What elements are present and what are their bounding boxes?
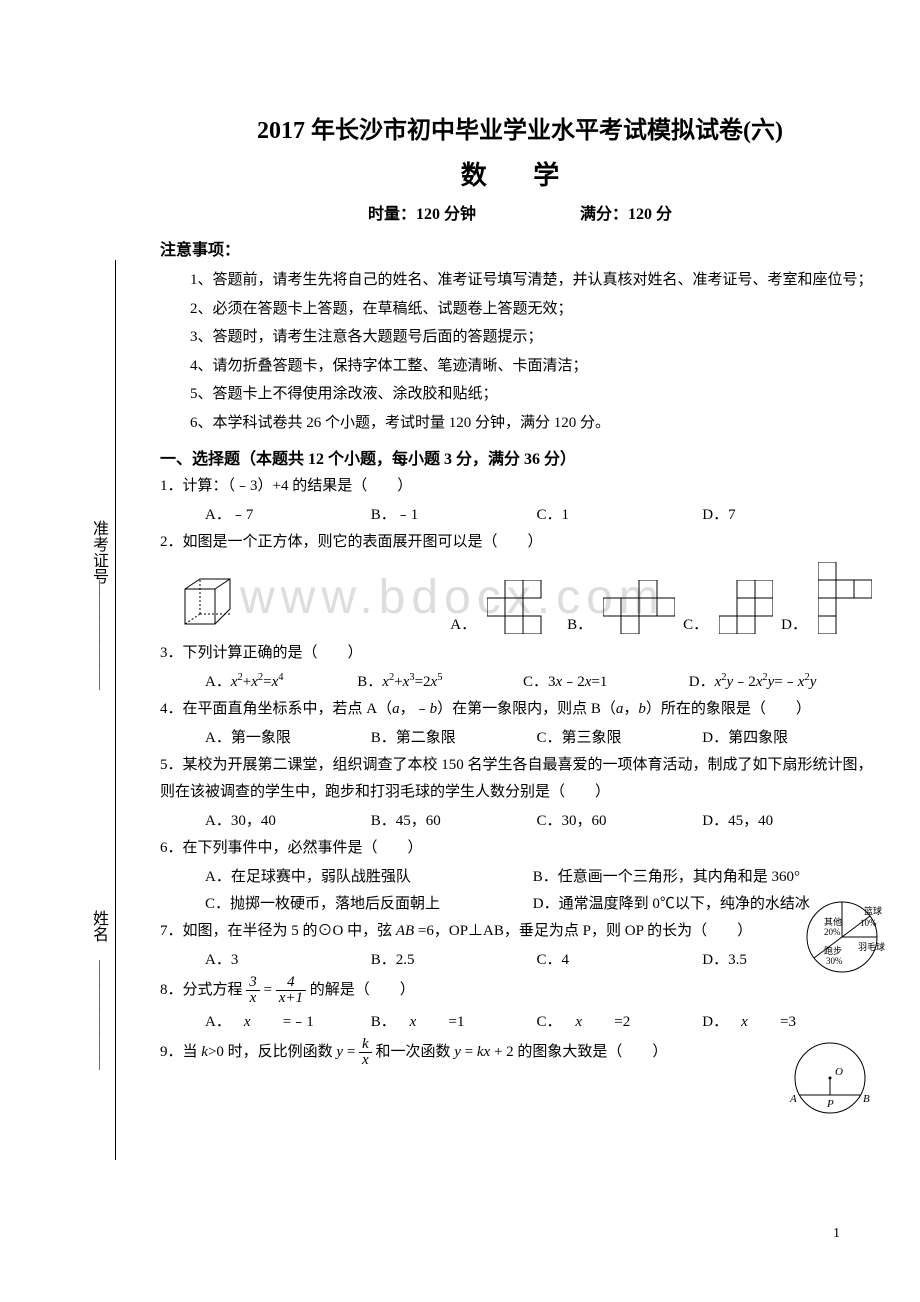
q8-opt-b: B．x=1 — [371, 1009, 533, 1036]
duration-text: 时量：120 分钟 — [368, 206, 476, 223]
svg-text:20%: 20% — [824, 927, 841, 937]
svg-text:P: P — [826, 1098, 834, 1110]
q2-stem: 2．如图是一个正方体，则它的表面展开图可以是（ ） — [160, 529, 880, 556]
q7-options: A．3 B．2.5 C．4 D．3.5 — [160, 947, 880, 974]
svg-text:10%: 10% — [860, 918, 877, 928]
notice-4: 4、请勿折叠答题卡，保持字体工整、笔迹清晰、卡面清洁； — [160, 352, 880, 381]
q6-options-row1: A．在足球赛中，弱队战胜强队 B．任意画一个三角形，其内角和是 360° — [160, 864, 880, 891]
sidebar-id-line: ＿＿＿＿＿＿＿＿＿ — [94, 580, 114, 688]
notice-2: 2、必须在答题卡上答题，在草稿纸、试题卷上答题无效； — [160, 295, 880, 324]
q4-opt-c: C．第三象限 — [537, 725, 699, 752]
q5-options: A．30，40 B．45，60 C．30，60 D．45，40 — [160, 808, 880, 835]
svg-text:B: B — [863, 1093, 870, 1105]
q6-options-row2: C．抛掷一枚硬币，落地后反面朝上 D．通常温度降到 0℃以下，纯净的水结冰 — [160, 891, 880, 918]
section1-header: 一、选择题（本题共 12 个小题，每小题 3 分，满分 36 分） — [160, 445, 880, 469]
q6-opt-a: A．在足球赛中，弱队战胜强队 — [205, 864, 529, 891]
svg-text:A: A — [789, 1093, 797, 1105]
q7-stem: 7．如图，在半径为 5 的⊙O 中，弦 AB =6，OP⊥AB，垂足为点 P，则… — [160, 918, 880, 945]
q1-opt-d: D．7 — [702, 502, 864, 529]
q6-opt-b: B．任意画一个三角形，其内角和是 360° — [533, 864, 857, 891]
q5-opt-c: C．30，60 — [537, 808, 699, 835]
q2-diagrams: A． B． C． D． — [160, 562, 880, 634]
q5-opt-d: D．45，40 — [702, 808, 864, 835]
svg-text:O: O — [835, 1066, 843, 1078]
document-content: 2017 年长沙市初中毕业学业水平考试模拟试卷(六) 数 学 时量：120 分钟… — [160, 110, 880, 1071]
q4-options: A．第一象限 B．第二象限 C．第三象限 D．第四象限 — [160, 725, 880, 752]
cube-icon — [180, 574, 235, 629]
circle-diagram-icon: O A P B — [785, 1040, 875, 1120]
q5-opt-a: A．30，40 — [205, 808, 367, 835]
pie-chart-icon: 其他 20% 篮球 10% 羽毛球 跑步 30% — [800, 892, 895, 982]
net-c-icon — [719, 580, 773, 634]
net-d-icon — [818, 562, 872, 634]
q4-opt-d: D．第四象限 — [702, 725, 864, 752]
q3-opt-a: A．x2+x2=x4 — [205, 669, 354, 696]
svg-text:跑步: 跑步 — [824, 945, 842, 956]
q4-opt-b: B．第二象限 — [371, 725, 533, 752]
svg-text:羽毛球: 羽毛球 — [858, 941, 885, 952]
q4-opt-a: A．第一象限 — [205, 725, 367, 752]
notice-5: 5、答题卡上不得使用涂改液、涂改胶和贴纸； — [160, 380, 880, 409]
q6-stem: 6．在下列事件中，必然事件是（ ） — [160, 835, 880, 862]
q6-opt-c: C．抛掷一枚硬币，落地后反面朝上 — [205, 891, 529, 918]
q8-options: A．x=﹣1 B．x=1 C．x=2 D．x=3 — [160, 1009, 880, 1036]
net-b-icon — [603, 580, 675, 634]
q1-opt-c: C．1 — [537, 502, 699, 529]
q8-opt-d: D．x=3 — [702, 1009, 864, 1036]
q1-options: A．﹣7 B．﹣1 C．1 D．7 — [160, 502, 880, 529]
sidebar-name-line: ＿＿＿＿＿＿＿＿＿ — [94, 960, 114, 1068]
notice-1: 1、答题前，请考生先将自己的姓名、准考证号填写清楚，并认真核对姓名、准考证号、考… — [160, 266, 880, 295]
q1-stem: 1．计算：（﹣3）+4 的结果是（ ） — [160, 473, 880, 500]
q3-stem: 3．下列计算正确的是（ ） — [160, 640, 880, 667]
q3-opt-c: C．3x﹣2x=1 — [523, 669, 685, 696]
subject-title: 数 学 — [160, 155, 880, 192]
svg-text:30%: 30% — [826, 956, 843, 966]
timing-row: 时量：120 分钟 满分：120 分 — [160, 200, 880, 224]
svg-text:其他: 其他 — [824, 916, 842, 927]
svg-text:篮球: 篮球 — [864, 905, 882, 916]
q2-label-c: C． — [683, 613, 708, 634]
sidebar-id-label: 准考证号 — [86, 520, 110, 584]
q9-stem: 9．当 k>0 时，反比例函数 y = kx 和一次函数 y = kx + 2 … — [160, 1036, 880, 1069]
sidebar-name-label: 姓名 — [86, 910, 110, 942]
q1-opt-a: A．﹣7 — [205, 502, 367, 529]
q2-label-a: A． — [450, 613, 476, 634]
q2-label-d: D． — [781, 613, 807, 634]
q5-stem: 5．某校为开展第二课堂，组织调查了本校 150 名学生各自最喜爱的一项体育活动，… — [160, 752, 880, 806]
q7-opt-c: C．4 — [537, 947, 699, 974]
q7-opt-a: A．3 — [205, 947, 367, 974]
notice-6: 6、本学科试卷共 26 个小题，考试时量 120 分钟，满分 120 分。 — [160, 409, 880, 438]
q2-label-b: B． — [567, 613, 592, 634]
q7-opt-b: B．2.5 — [371, 947, 533, 974]
exam-title: 2017 年长沙市初中毕业学业水平考试模拟试卷(六) — [160, 110, 880, 145]
fullmark-text: 满分：120 分 — [580, 206, 672, 223]
binding-line: 准考证号 ＿＿＿＿＿＿＿＿＿ 姓名 ＿＿＿＿＿＿＿＿＿ — [115, 260, 145, 1160]
notice-3: 3、答题时，请考生注意各大题题号后面的答题提示； — [160, 323, 880, 352]
q3-opt-d: D．x2y﹣2x2y=﹣x2y — [689, 669, 878, 696]
q1-opt-b: B．﹣1 — [371, 502, 533, 529]
page-number: 1 — [833, 1226, 840, 1242]
q3-options: A．x2+x2=x4 B．x2+x3=2x5 C．3x﹣2x=1 D．x2y﹣2… — [160, 669, 880, 696]
q8-opt-a: A．x=﹣1 — [205, 1009, 367, 1036]
q8-stem: 8．分式方程 3x = 4x+1 的解是（ ） — [160, 974, 880, 1007]
q5-opt-b: B．45，60 — [371, 808, 533, 835]
notice-header: 注意事项： — [160, 236, 880, 260]
q3-opt-b: B．x2+x3=2x5 — [357, 669, 519, 696]
net-a-icon — [487, 580, 559, 634]
q4-stem: 4．在平面直角坐标系中，若点 A（a，﹣b）在第一象限内，则点 B（a，b）所在… — [160, 696, 880, 723]
q8-opt-c: C．x=2 — [537, 1009, 699, 1036]
